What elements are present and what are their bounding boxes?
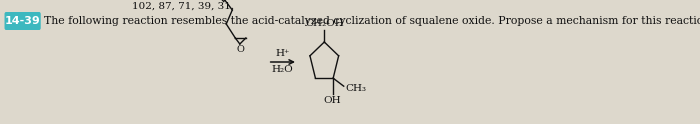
Text: O: O: [237, 45, 244, 53]
Text: H⁺: H⁺: [276, 48, 290, 58]
Text: 102, 87, 71, 39, 31.: 102, 87, 71, 39, 31.: [132, 2, 234, 11]
FancyBboxPatch shape: [4, 12, 41, 30]
Text: CH₂OH: CH₂OH: [306, 18, 344, 28]
Text: OH: OH: [323, 96, 341, 105]
Text: 14-39: 14-39: [5, 16, 41, 26]
Text: H₂O: H₂O: [272, 65, 294, 75]
Text: CH₃: CH₃: [345, 84, 366, 93]
Text: The following reaction resembles the acid-catalyzed cyclization of squalene oxid: The following reaction resembles the aci…: [43, 16, 700, 26]
